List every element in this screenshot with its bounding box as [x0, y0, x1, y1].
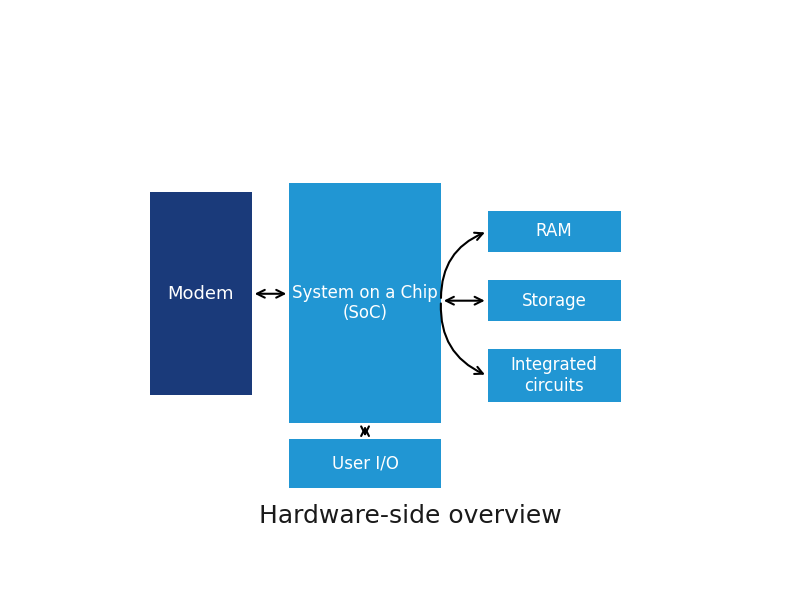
Text: System on a Chip
(SoC): System on a Chip (SoC) [292, 284, 438, 322]
FancyBboxPatch shape [487, 349, 621, 403]
FancyBboxPatch shape [289, 183, 441, 423]
Text: User I/O: User I/O [332, 455, 398, 473]
Text: Modem: Modem [167, 285, 234, 303]
FancyBboxPatch shape [487, 280, 621, 322]
FancyBboxPatch shape [150, 192, 252, 395]
Text: Storage: Storage [522, 292, 586, 310]
FancyBboxPatch shape [289, 439, 441, 488]
FancyBboxPatch shape [487, 211, 621, 252]
Text: RAM: RAM [536, 223, 573, 241]
Text: Hardware-side overview: Hardware-side overview [258, 503, 562, 527]
Text: Integrated
circuits: Integrated circuits [510, 356, 598, 395]
